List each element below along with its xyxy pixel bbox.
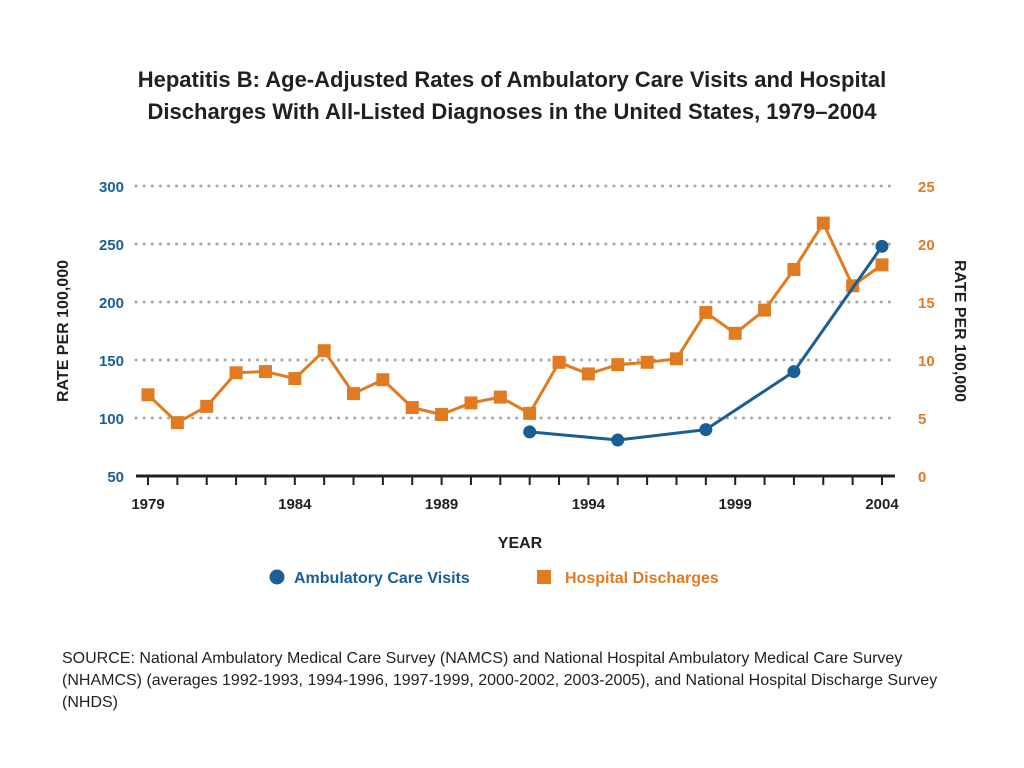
y-left-tick-label: 250 xyxy=(99,237,124,254)
chart: 1979 1984 1989 1994 1999 20045010015020025030… xyxy=(55,179,968,587)
y-right-tick-label: 10 xyxy=(918,353,935,370)
data-point-hospital-discharges xyxy=(347,387,361,401)
data-point-hospital-discharges xyxy=(581,367,595,381)
data-point-hospital-discharges xyxy=(405,401,419,415)
data-point-hospital-discharges xyxy=(552,355,566,369)
data-point-hospital-discharges xyxy=(669,352,683,366)
x-tick-label: 1999 xyxy=(719,496,752,513)
data-point-hospital-discharges xyxy=(229,366,243,380)
data-point-hospital-discharges xyxy=(170,416,184,430)
series-line-hospital-discharges xyxy=(146,221,883,425)
y-right-tick-label: 15 xyxy=(918,295,935,312)
y-right-tick-label: 20 xyxy=(918,237,935,254)
y-right-axis-label: RATE PER 100,000 xyxy=(951,260,968,402)
x-tick-label: 1979 xyxy=(131,496,164,513)
data-point-hospital-discharges xyxy=(464,396,478,410)
data-point-hospital-discharges xyxy=(728,326,742,340)
chart-title-line-2: Discharges With All-Listed Diagnoses in … xyxy=(147,99,877,124)
series-line-ambulatory-care-visits xyxy=(529,245,884,442)
data-point-hospital-discharges xyxy=(875,258,889,272)
chart-title: Hepatitis B: Age-Adjusted Rates of Ambul… xyxy=(0,64,1024,128)
data-point-ambulatory-care-visits xyxy=(611,433,625,447)
data-point-hospital-discharges xyxy=(758,303,772,317)
data-point-hospital-discharges xyxy=(435,408,449,422)
data-point-ambulatory-care-visits xyxy=(523,425,537,439)
data-point-hospital-discharges xyxy=(141,388,155,402)
data-point-hospital-discharges xyxy=(640,355,654,369)
y-right-tick-label: 5 xyxy=(918,411,926,428)
y-left-tick-label: 200 xyxy=(99,295,124,312)
data-point-ambulatory-care-visits xyxy=(699,423,713,437)
chart-title-line-1: Hepatitis B: Age-Adjusted Rates of Ambul… xyxy=(137,67,887,92)
x-tick-label: 2004 xyxy=(865,496,899,513)
data-point-hospital-discharges xyxy=(258,365,272,379)
y-right-tick-label: 25 xyxy=(918,179,935,196)
data-point-hospital-discharges xyxy=(787,263,801,277)
data-point-hospital-discharges xyxy=(611,358,625,372)
legend-label-ambulatory-care-visits: Ambulatory Care Visits xyxy=(294,570,470,587)
y-left-tick-label: 100 xyxy=(99,411,124,428)
x-tick-label: 1994 xyxy=(572,496,606,513)
data-point-hospital-discharges xyxy=(523,406,537,420)
data-point-ambulatory-care-visits xyxy=(787,365,801,379)
data-point-hospital-discharges xyxy=(317,344,331,358)
y-right-tick-label: 0 xyxy=(918,469,926,486)
y-left-tick-label: 300 xyxy=(99,179,124,196)
y-left-axis-label: RATE PER 100,000 xyxy=(55,260,72,402)
data-point-hospital-discharges xyxy=(699,305,713,319)
data-point-hospital-discharges xyxy=(376,373,390,387)
data-point-ambulatory-care-visits xyxy=(875,239,889,253)
x-axis-label: YEAR xyxy=(498,535,543,552)
data-point-hospital-discharges xyxy=(493,390,507,404)
data-point-hospital-discharges xyxy=(816,216,830,230)
y-left-tick-label: 150 xyxy=(99,353,124,370)
data-point-hospital-discharges xyxy=(288,372,302,386)
source-note: SOURCE: National Ambulatory Medical Care… xyxy=(62,650,938,711)
x-tick-label: 1984 xyxy=(278,496,312,513)
legend-marker-ambulatory-care-visits xyxy=(269,569,285,585)
data-point-hospital-discharges xyxy=(200,399,214,413)
legend-label-hospital-discharges: Hospital Discharges xyxy=(565,570,719,587)
y-left-tick-label: 50 xyxy=(107,469,124,486)
x-tick-label: 1989 xyxy=(425,496,458,513)
legend-marker-hospital-discharges xyxy=(537,570,551,584)
